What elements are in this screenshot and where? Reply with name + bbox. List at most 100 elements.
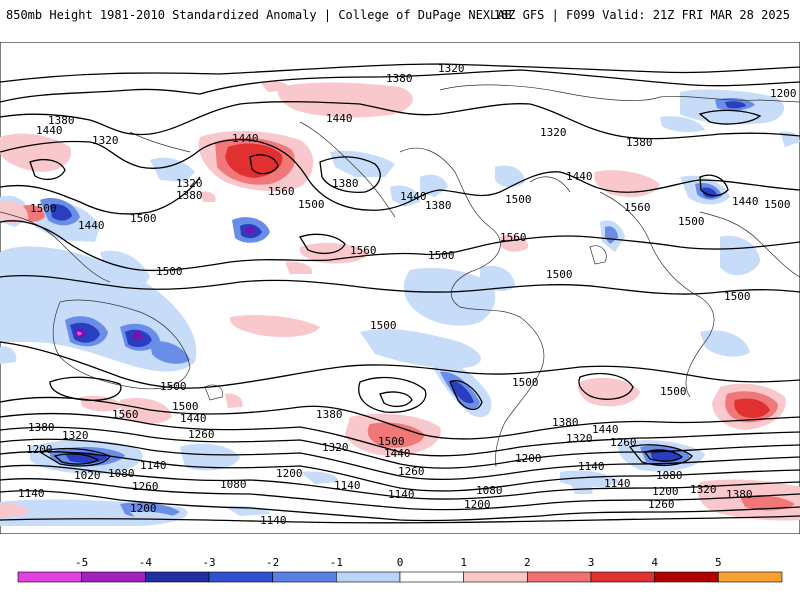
label-1560-eur: 1560 bbox=[624, 201, 651, 214]
label-1320-sw: 1320 bbox=[62, 429, 89, 442]
label-1140-satl: 1140 bbox=[578, 460, 605, 473]
label-1080-sp: 1080 bbox=[476, 484, 503, 497]
label-1380-sw: 1380 bbox=[28, 421, 55, 434]
label-1440-satl: 1440 bbox=[592, 423, 619, 436]
label-1440-atl: 1440 bbox=[566, 170, 593, 183]
label-1200-sw: 1200 bbox=[26, 443, 53, 456]
colorbar: -5 -4 -3 -2 -1 0 1 2 3 4 5 bbox=[17, 556, 783, 583]
label-1500-na: 1500 bbox=[505, 193, 532, 206]
label-1440-npac: 1440 bbox=[326, 112, 353, 125]
label-1380-satl: 1380 bbox=[552, 416, 579, 429]
colorbar-cell bbox=[527, 571, 592, 583]
label-1260-se: 1260 bbox=[648, 498, 675, 511]
label-1140-spac2: 1140 bbox=[334, 479, 361, 492]
label-1140-satl2: 1140 bbox=[604, 477, 631, 490]
map-title: 850mb Height 1981-2010 Standardized Anom… bbox=[6, 8, 512, 22]
colorbar-cell bbox=[590, 571, 655, 583]
colorbar-tick-label: 0 bbox=[397, 556, 404, 569]
colorbar-cell bbox=[272, 571, 337, 583]
label-1560-so: 1560 bbox=[112, 408, 139, 421]
label-1320-satl: 1320 bbox=[566, 432, 593, 445]
label-1500-sao: 1500 bbox=[660, 385, 687, 398]
label-1380-np: 1380 bbox=[332, 177, 359, 190]
label-1320-top: 1320 bbox=[438, 62, 465, 75]
label-1200-satl2: 1200 bbox=[652, 485, 679, 498]
label-1500-so: 1500 bbox=[172, 400, 199, 413]
label-1380-top: 1380 bbox=[386, 72, 413, 85]
colorbar-cell bbox=[463, 571, 528, 583]
label-1200-spac: 1200 bbox=[276, 467, 303, 480]
colorbar-cells bbox=[17, 571, 783, 583]
colorbar-tick-label: -4 bbox=[139, 556, 153, 569]
contour-labels: 1320 1380 1200 1380 1440 1320 1440 1440 … bbox=[18, 62, 797, 527]
label-1320-w: 1320 bbox=[92, 134, 119, 147]
colorbar-tick-label: -1 bbox=[330, 556, 343, 569]
label-1020-sw: 1020 bbox=[74, 469, 101, 482]
label-1380-w: 1380 bbox=[48, 114, 75, 127]
label-1380-so: 1380 bbox=[316, 408, 343, 421]
label-1440-so: 1440 bbox=[180, 412, 207, 425]
label-1500-aus: 1500 bbox=[160, 380, 187, 393]
label-1140-sw: 1140 bbox=[140, 459, 167, 472]
label-1500-eur: 1500 bbox=[678, 215, 705, 228]
label-1560-atl: 1560 bbox=[500, 231, 527, 244]
colorbar-tick-label: -5 bbox=[75, 556, 88, 569]
label-1560-pac: 1560 bbox=[350, 244, 377, 257]
label-1260-spac: 1260 bbox=[398, 465, 425, 478]
colorbar-tick-label: -2 bbox=[266, 556, 279, 569]
label-1440-jp: 1440 bbox=[78, 219, 105, 232]
label-1260-satl: 1260 bbox=[610, 436, 637, 449]
label-1260-sw: 1260 bbox=[188, 428, 215, 441]
label-1500-ind: 1500 bbox=[724, 290, 751, 303]
colorbar-tick-label: 2 bbox=[524, 556, 531, 569]
colorbar-cell bbox=[336, 571, 401, 583]
label-1200-sp: 1200 bbox=[464, 498, 491, 511]
colorbar-cell bbox=[208, 571, 273, 583]
label-1500-npac: 1500 bbox=[298, 198, 325, 211]
label-1140-spac3: 1140 bbox=[388, 488, 415, 501]
label-1080-satl: 1080 bbox=[656, 469, 683, 482]
label-1380-atl: 1380 bbox=[626, 136, 653, 149]
label-1200-ss: 1200 bbox=[130, 502, 157, 515]
colorbar-tick-label: 4 bbox=[651, 556, 658, 569]
label-1440-na: 1440 bbox=[400, 190, 427, 203]
colorbar-tick-label: 1 bbox=[460, 556, 467, 569]
label-1440-eur: 1440 bbox=[732, 195, 759, 208]
label-1500-ne: 1500 bbox=[764, 198, 791, 211]
label-1500-epac: 1500 bbox=[370, 319, 397, 332]
label-1080-ss: 1080 bbox=[220, 478, 247, 491]
label-1380-asia: 1380 bbox=[176, 189, 203, 202]
height-contours bbox=[0, 63, 800, 524]
colorbar-cell bbox=[399, 571, 464, 583]
colorbar-ticks: -5 -4 -3 -2 -1 0 1 2 3 4 5 bbox=[75, 556, 722, 569]
negative-anomaly-fill bbox=[0, 89, 800, 526]
label-1500-spac: 1500 bbox=[378, 435, 405, 448]
label-1440-spac: 1440 bbox=[384, 447, 411, 460]
colorbar-tick-label: 5 bbox=[715, 556, 722, 569]
label-1080-sw: 1080 bbox=[108, 467, 135, 480]
label-1320-spac: 1320 bbox=[322, 441, 349, 454]
label-1320-asia: 1320 bbox=[176, 177, 203, 190]
label-1500-w: 1500 bbox=[30, 202, 57, 215]
anomaly-map: 1320 1380 1200 1380 1440 1320 1440 1440 … bbox=[0, 42, 800, 534]
label-1500-atl2: 1500 bbox=[546, 268, 573, 281]
label-1560-np: 1560 bbox=[268, 185, 295, 198]
label-1200-ne: 1200 bbox=[770, 87, 797, 100]
label-1200-satl: 1200 bbox=[515, 452, 542, 465]
label-1380-na: 1380 bbox=[425, 199, 452, 212]
colorbar-cell bbox=[81, 571, 146, 583]
colorbar-tick-label: -3 bbox=[202, 556, 215, 569]
header: 850mb Height 1981-2010 Standardized Anom… bbox=[0, 0, 800, 34]
colorbar-cell bbox=[718, 571, 783, 583]
positive-anomaly-fill bbox=[0, 80, 800, 521]
label-1440-low: 1440 bbox=[232, 132, 259, 145]
label-1500-eq: 1500 bbox=[428, 249, 455, 262]
label-1500-wpac: 1500 bbox=[156, 265, 183, 278]
run-info: 18Z GFS | F099 Valid: 21Z FRI MAR 28 202… bbox=[493, 8, 790, 22]
label-1140-sw2: 1140 bbox=[18, 487, 45, 500]
colorbar-cell bbox=[145, 571, 210, 583]
colorbar-cell bbox=[654, 571, 719, 583]
label-1440-w: 1440 bbox=[36, 124, 63, 137]
label-1380-se: 1380 bbox=[726, 488, 753, 501]
label-1140-bottom: 1140 bbox=[260, 514, 287, 527]
